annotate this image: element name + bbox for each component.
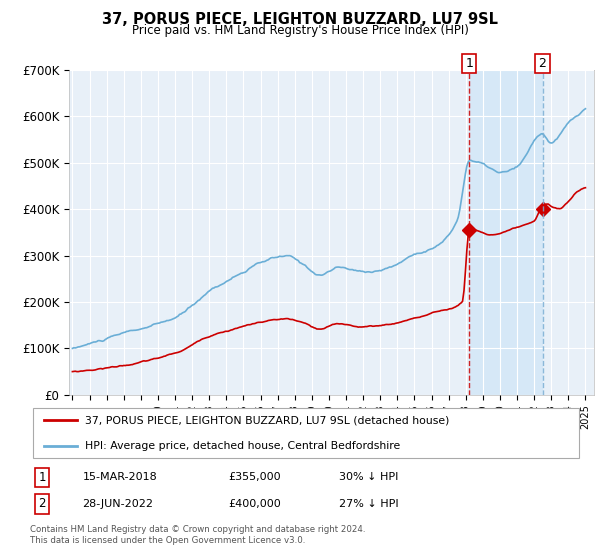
Text: 27% ↓ HPI: 27% ↓ HPI xyxy=(339,499,399,508)
Text: £355,000: £355,000 xyxy=(229,473,281,482)
Text: 2: 2 xyxy=(539,57,547,70)
Text: HPI: Average price, detached house, Central Bedfordshire: HPI: Average price, detached house, Cent… xyxy=(85,441,400,450)
Bar xyxy=(469,70,542,395)
Text: 37, PORUS PIECE, LEIGHTON BUZZARD, LU7 9SL: 37, PORUS PIECE, LEIGHTON BUZZARD, LU7 9… xyxy=(102,12,498,27)
Text: 1: 1 xyxy=(466,57,473,70)
Text: Price paid vs. HM Land Registry's House Price Index (HPI): Price paid vs. HM Land Registry's House … xyxy=(131,24,469,36)
Text: 30% ↓ HPI: 30% ↓ HPI xyxy=(339,473,398,482)
FancyBboxPatch shape xyxy=(33,408,579,458)
Text: 1: 1 xyxy=(38,471,46,484)
Text: 37, PORUS PIECE, LEIGHTON BUZZARD, LU7 9SL (detached house): 37, PORUS PIECE, LEIGHTON BUZZARD, LU7 9… xyxy=(85,416,449,425)
Text: £400,000: £400,000 xyxy=(229,499,281,508)
Text: Contains HM Land Registry data © Crown copyright and database right 2024.
This d: Contains HM Land Registry data © Crown c… xyxy=(30,525,365,545)
Text: 28-JUN-2022: 28-JUN-2022 xyxy=(82,499,154,508)
Text: 2: 2 xyxy=(38,497,46,510)
Text: 15-MAR-2018: 15-MAR-2018 xyxy=(82,473,157,482)
